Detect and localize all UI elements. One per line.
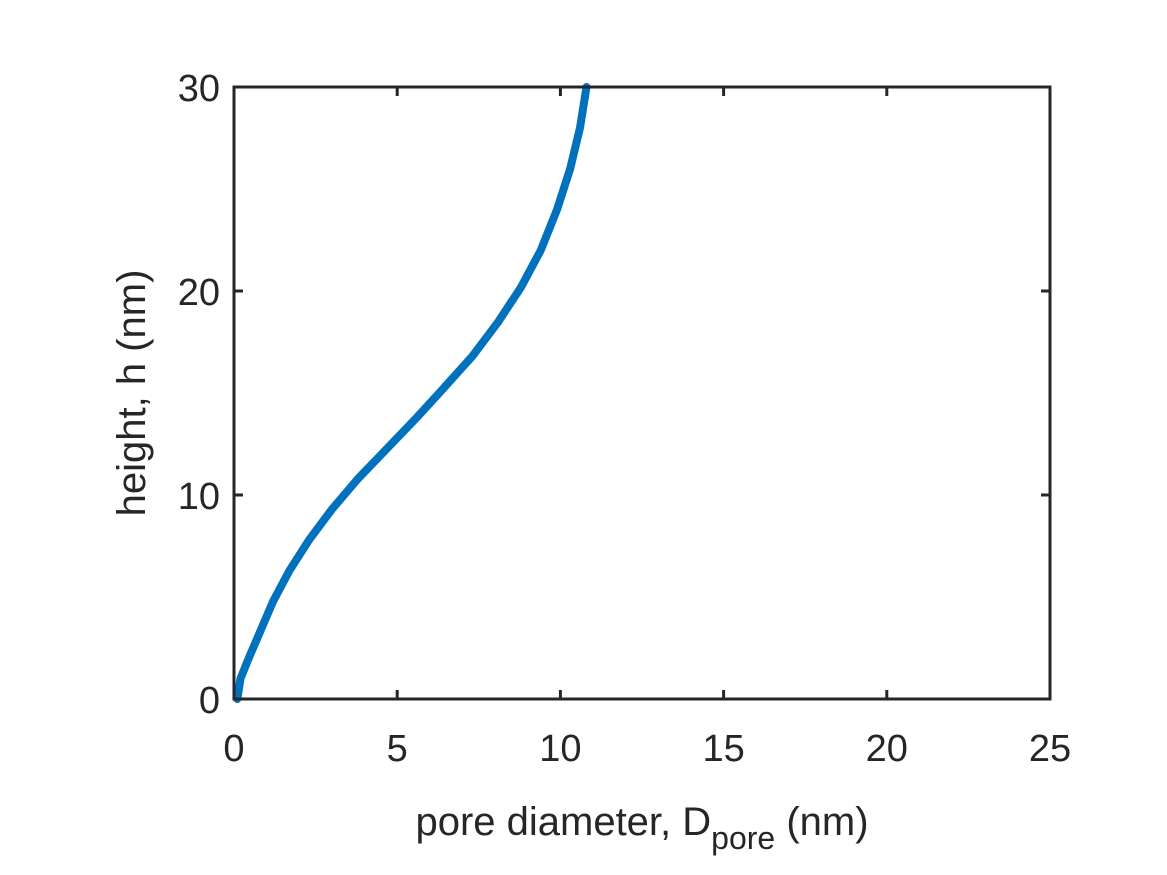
x-tick-label: 0 xyxy=(223,728,244,770)
y-tick-label: 0 xyxy=(199,680,220,722)
x-axis-label-suffix: (nm) xyxy=(775,800,868,844)
y-tick-label: 20 xyxy=(178,272,220,314)
plot-area xyxy=(234,87,1050,699)
x-tick-label: 10 xyxy=(539,728,581,770)
x-tick-label: 20 xyxy=(866,728,908,770)
y-axis-label: height, h (nm) xyxy=(110,270,154,517)
tick-labels: 0 5 10 15 20 25 0 10 20 30 xyxy=(178,68,1071,770)
x-tick-label: 25 xyxy=(1029,728,1071,770)
series-line-1 xyxy=(233,83,591,703)
x-tick-label: 5 xyxy=(387,728,408,770)
x-tick-label: 15 xyxy=(702,728,744,770)
axes-box xyxy=(232,85,1052,701)
series-layer xyxy=(233,83,591,703)
y-tick-label: 30 xyxy=(178,68,220,110)
x-axis-label-subscript: pore xyxy=(711,820,775,856)
x-axis-label-main: pore diameter, D xyxy=(415,800,711,844)
x-axis-label: pore diameter, Dpore (nm) xyxy=(415,800,868,856)
y-tick-label: 10 xyxy=(178,476,220,518)
